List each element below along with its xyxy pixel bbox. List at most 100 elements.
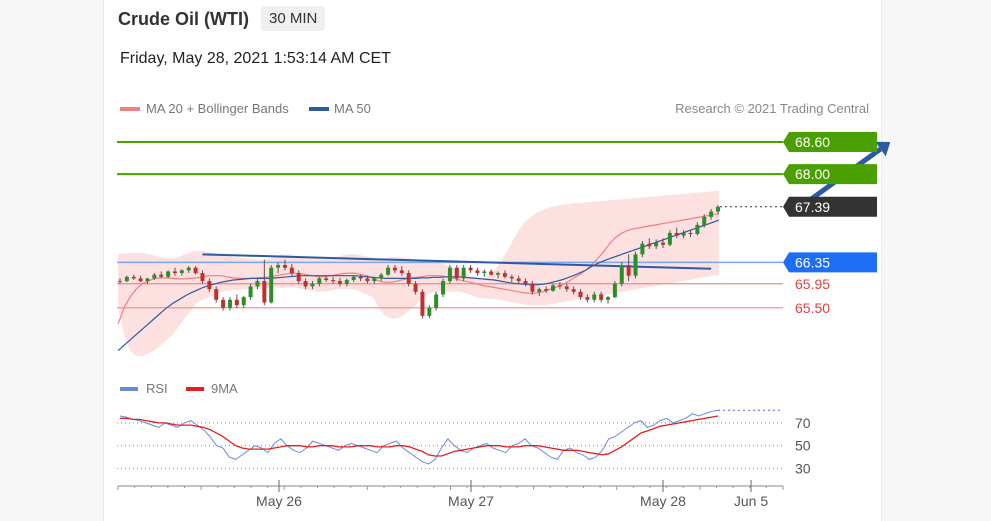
candle <box>489 269 494 276</box>
candle <box>207 278 212 292</box>
timeframe-badge[interactable]: 30 MIN <box>261 6 326 31</box>
x-tick-label: May 26 <box>256 493 302 509</box>
candle <box>282 259 287 271</box>
candle <box>296 270 301 284</box>
level-tag-resistance: 68.00 <box>783 164 877 185</box>
candle <box>331 276 336 284</box>
x-tick-label: May 27 <box>448 493 494 509</box>
candle <box>379 273 384 282</box>
candle <box>454 265 459 282</box>
level-label: 65.95 <box>795 276 830 292</box>
candle <box>716 205 720 215</box>
rsi-line <box>119 409 719 465</box>
candle <box>241 296 246 308</box>
candle <box>564 283 569 292</box>
rsi-ma-line <box>120 415 719 457</box>
candle <box>337 277 342 287</box>
level-label: 65.50 <box>795 300 830 316</box>
candle <box>461 265 466 282</box>
candle <box>606 296 611 304</box>
candle <box>551 283 556 292</box>
candle <box>475 267 480 276</box>
candle <box>509 274 514 283</box>
candle <box>530 281 535 295</box>
candle <box>200 270 205 284</box>
trendline <box>202 253 712 270</box>
rsi-ma-legend-swatch <box>186 387 204 391</box>
candle <box>234 294 239 308</box>
candle <box>709 208 714 220</box>
candle <box>441 278 446 298</box>
candle <box>186 266 191 274</box>
ma20-line <box>117 213 720 325</box>
candle <box>124 275 129 283</box>
x-axis: May 26 May 27 May 28 Jun 5 <box>117 480 784 509</box>
price-plot: 68.60 68.00 67.39 66.35 65.95 65.50 <box>117 132 891 356</box>
candle <box>152 273 157 281</box>
candle <box>592 291 597 303</box>
candle <box>640 240 645 258</box>
candle <box>269 265 274 304</box>
candle <box>523 278 528 287</box>
candle <box>118 278 122 284</box>
level-tag-pivot: 66.35 <box>783 252 877 273</box>
candle <box>372 276 377 284</box>
candle <box>227 297 232 311</box>
candle <box>468 265 473 274</box>
x-tick-label: May 28 <box>640 493 686 509</box>
rsi-plot: 30 50 70 <box>117 409 811 477</box>
candle <box>661 238 666 248</box>
candle <box>674 227 679 239</box>
candle <box>365 275 370 284</box>
candle <box>516 275 521 284</box>
candle <box>626 254 631 282</box>
rsi-ma-legend-label: 9MA <box>211 381 238 396</box>
candle <box>434 291 439 311</box>
candle <box>358 274 363 282</box>
ma20-legend-label: MA 20 + Bollinger Bands <box>146 101 289 116</box>
candle <box>633 251 638 279</box>
instrument-title: Crude Oil (WTI) <box>118 9 249 29</box>
level-label: 66.35 <box>795 254 830 270</box>
candle <box>138 275 143 283</box>
candle <box>179 269 184 276</box>
candle <box>255 278 260 290</box>
candle <box>647 238 652 249</box>
rsi-tick-label: 70 <box>795 415 811 431</box>
candle <box>351 275 356 283</box>
candle <box>406 270 411 287</box>
candle <box>681 230 686 239</box>
candle <box>619 262 624 287</box>
candle <box>544 286 549 293</box>
level-tag-last: 67.39 <box>783 196 877 217</box>
candle <box>303 278 308 290</box>
candle <box>413 281 418 295</box>
candle <box>482 269 487 277</box>
candle <box>702 214 707 228</box>
candle <box>537 287 542 297</box>
rsi-legend-label: RSI <box>146 381 168 396</box>
candle <box>447 265 452 284</box>
candle <box>344 278 349 287</box>
candle <box>571 286 576 295</box>
candle <box>317 276 322 287</box>
ma20-legend-swatch <box>120 107 140 111</box>
candle <box>557 282 562 290</box>
candle <box>427 305 432 319</box>
candle <box>420 289 425 319</box>
candle <box>166 270 171 279</box>
candle <box>612 281 617 299</box>
candle <box>172 267 177 276</box>
candle <box>131 274 136 281</box>
ma50-legend-label: MA 50 <box>334 101 371 116</box>
candle <box>310 281 315 290</box>
candle <box>145 277 150 284</box>
x-tick-label: Jun 5 <box>734 493 768 509</box>
level-label: 67.39 <box>795 199 830 215</box>
candle <box>695 222 700 236</box>
candle <box>688 230 693 238</box>
ma50-legend-swatch <box>309 107 329 111</box>
rsi-tick-label: 30 <box>795 461 811 477</box>
candle <box>599 291 604 303</box>
